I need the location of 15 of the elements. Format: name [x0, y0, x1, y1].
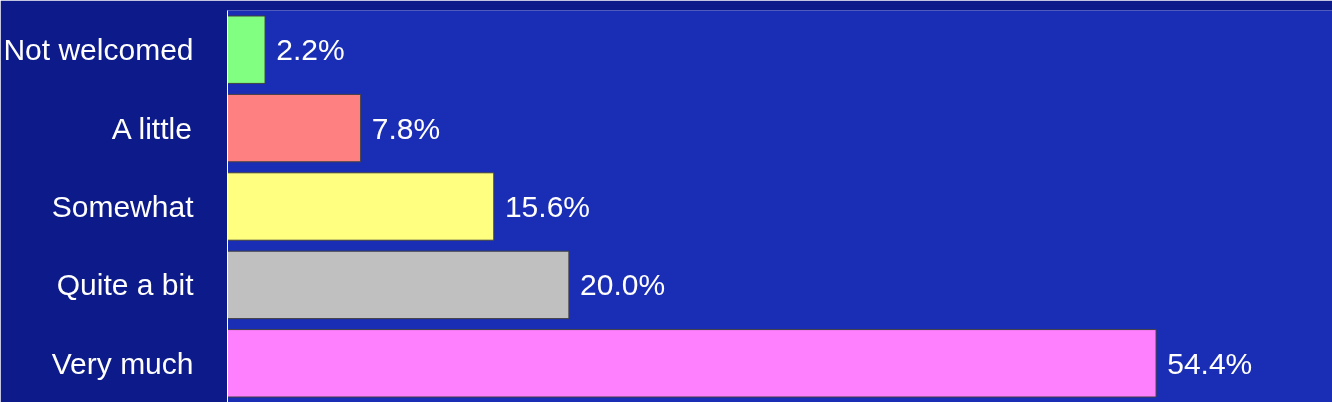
y-tick-label: Not welcomed — [3, 33, 194, 67]
y-tick-label: Very much — [51, 346, 194, 380]
data-label: 7.8% — [371, 111, 441, 145]
bar — [227, 329, 1157, 398]
bar — [227, 15, 266, 84]
y-tick-label: Somewhat — [51, 190, 195, 223]
bar — [227, 93, 362, 163]
data-label: 2.2% — [276, 33, 345, 67]
data-label: 20.0% — [580, 268, 666, 302]
y-tick-label: Quite a bit — [56, 268, 195, 302]
y-tick-label: A little — [111, 111, 192, 145]
bar — [227, 172, 495, 241]
bar — [227, 250, 570, 320]
data-label: 54.4% — [1167, 346, 1253, 380]
data-label: 15.6% — [504, 190, 590, 223]
